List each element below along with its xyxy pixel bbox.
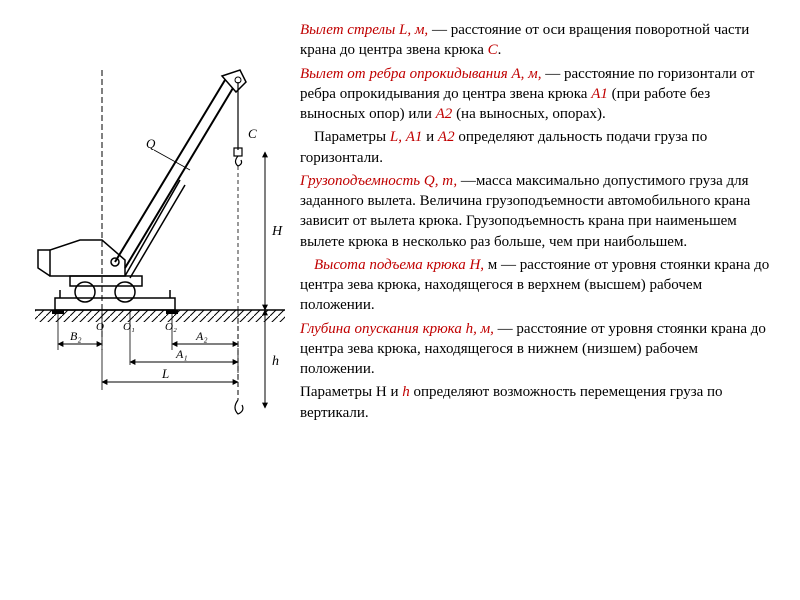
para-parametry-la: Параметры L, А1 и А2 определяют дальност… bbox=[300, 127, 770, 168]
svg-text:A₁: A₁ bbox=[175, 347, 188, 361]
term-gruzopodemnost: Грузоподъемность Q, т, bbox=[300, 173, 457, 189]
svg-text:A₂: A₂ bbox=[195, 329, 208, 343]
crane-diagram-container: H h L A₁ A₂ B₂ O O₁ O₂ bbox=[30, 20, 295, 440]
svg-text:h: h bbox=[272, 354, 279, 369]
svg-text:C: C bbox=[248, 126, 257, 141]
definitions-text: Вылет стрелы L, м, — расстояние от оси в… bbox=[295, 20, 770, 440]
term-glubina: Глубина опускания крюка bbox=[300, 321, 466, 337]
term-vylet-rebra: Вылет от ребра опрокидывания bbox=[300, 66, 511, 82]
svg-text:H: H bbox=[271, 224, 283, 239]
para-vylet-rebra: Вылет от ребра опрокидывания А, м, — рас… bbox=[300, 64, 770, 125]
para-parametry-hh: Параметры Н и h определяют возможность п… bbox=[300, 382, 770, 423]
crane-diagram: H h L A₁ A₂ B₂ O O₁ O₂ bbox=[30, 20, 290, 440]
svg-text:O: O bbox=[96, 321, 104, 333]
svg-text:O₂: O₂ bbox=[165, 321, 177, 333]
svg-text:L: L bbox=[161, 366, 169, 381]
para-vylet-strely: Вылет стрелы L, м, — расстояние от оси в… bbox=[300, 20, 770, 61]
para-glubina: Глубина опускания крюка h, м, — расстоян… bbox=[300, 319, 770, 380]
svg-text:O₁: O₁ bbox=[123, 321, 135, 333]
svg-text:B₂: B₂ bbox=[70, 329, 82, 343]
svg-text:Q: Q bbox=[146, 136, 156, 151]
para-gruzopodemnost: Грузоподъемность Q, т, —масса максимальн… bbox=[300, 171, 770, 252]
term-vysota: Высота подъема крюка bbox=[314, 257, 469, 273]
term-vylet-strely: Вылет стрелы bbox=[300, 22, 399, 38]
para-vysota: Высота подъема крюка Н, м — расстояние о… bbox=[300, 255, 770, 316]
